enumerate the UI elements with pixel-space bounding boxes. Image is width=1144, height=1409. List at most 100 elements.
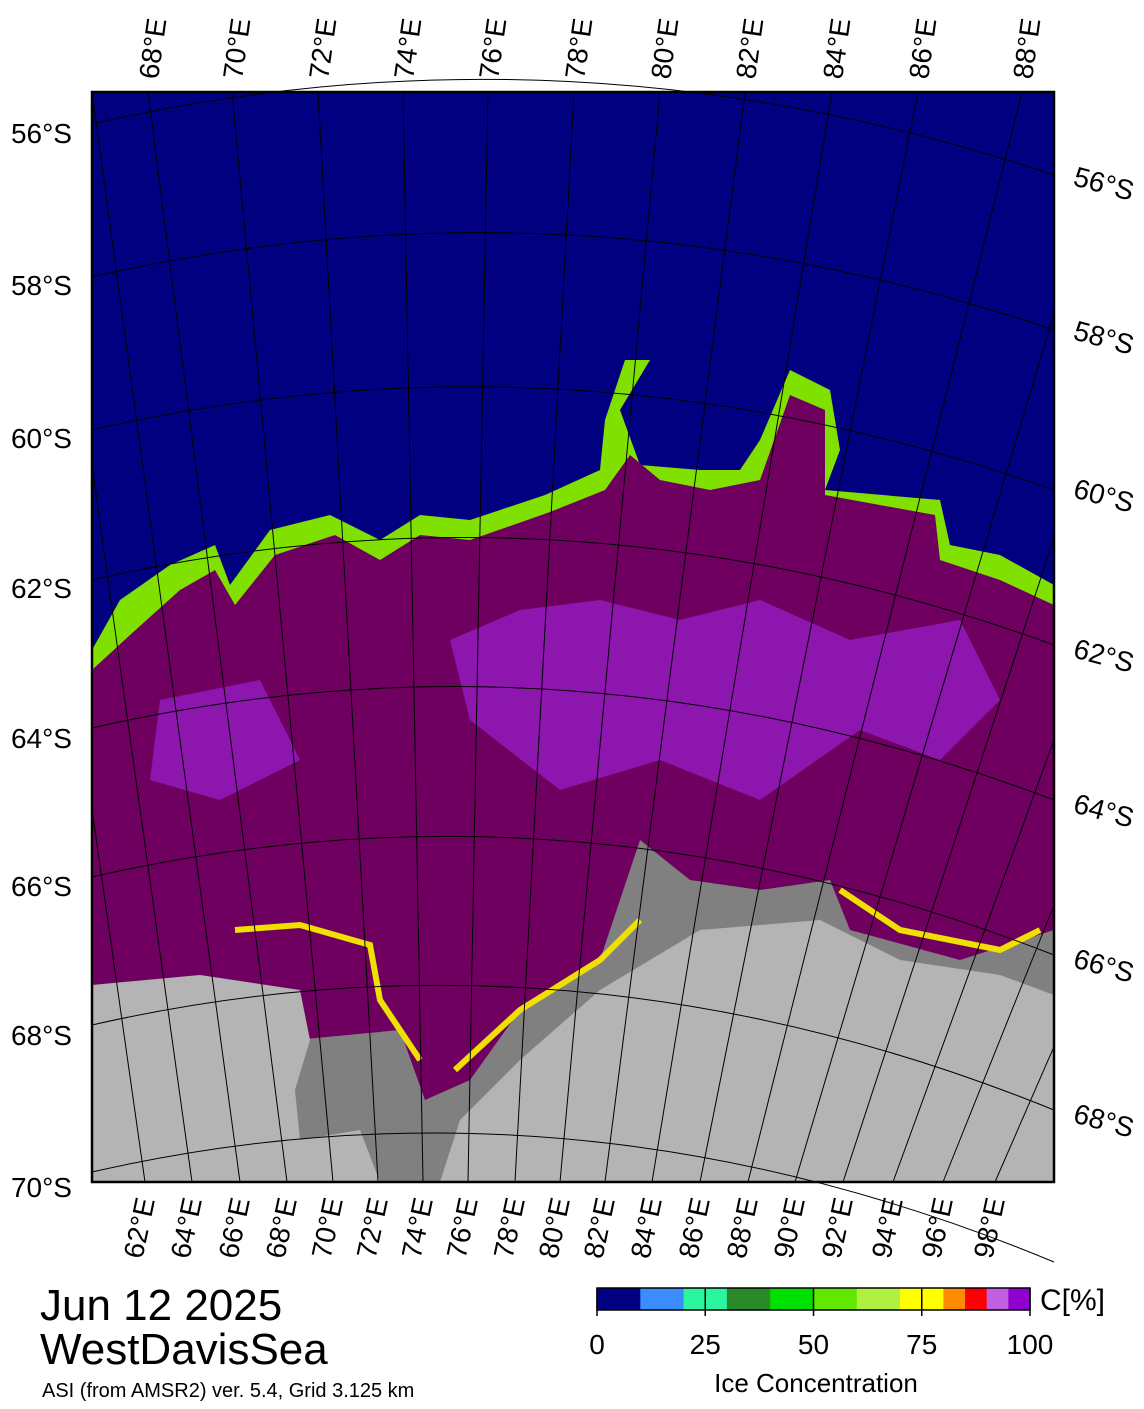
colorbar-segment <box>597 1288 641 1310</box>
colorbar-unit: C[%] <box>1040 1284 1105 1317</box>
colorbar-segment <box>986 1288 1009 1310</box>
coordinate-label: 62°S <box>11 573 72 604</box>
coordinate-label: 94°E <box>866 1195 909 1261</box>
coordinate-label: 80°E <box>645 16 684 81</box>
colorbar-segment <box>1008 1288 1031 1310</box>
meridian <box>842 537 1055 1183</box>
coordinate-label: 76°E <box>473 16 512 81</box>
colorbar: 0 25 50 75 100 <box>589 1287 1054 1360</box>
meridian <box>651 91 833 1183</box>
graticule <box>91 78 1055 1263</box>
meridian <box>402 91 424 1183</box>
coordinate-label: 66°S <box>11 871 72 902</box>
meridian <box>559 91 661 1183</box>
colorbar-tick-label: 75 <box>906 1329 937 1360</box>
land <box>92 920 1054 1182</box>
meridian <box>942 904 1055 1183</box>
colorbar-title: Ice Concentration <box>714 1368 918 1398</box>
colorbar-segment <box>813 1288 858 1310</box>
meridian <box>747 91 1023 1183</box>
meridian <box>794 313 1055 1183</box>
coordinate-label: 88°E <box>1007 16 1046 81</box>
colorbar-tick-label: 50 <box>798 1329 829 1360</box>
parallel <box>91 686 1055 801</box>
coordinate-label: 66°S <box>1070 943 1137 989</box>
colorbar-tick-label: 25 <box>690 1329 721 1360</box>
coordinate-label: 68°E <box>133 16 172 81</box>
coordinate-label: 60°S <box>11 423 72 454</box>
coordinate-label: 86°E <box>903 16 942 81</box>
meridian <box>231 91 334 1183</box>
parallel <box>91 386 1055 491</box>
parallel <box>91 232 1055 331</box>
meridian <box>604 91 746 1183</box>
coordinate-label: 86°E <box>673 1195 716 1261</box>
coordinate-label: 74°E <box>388 16 427 81</box>
coordinate-label: 76°E <box>441 1195 484 1261</box>
colorbar-tick-label: 0 <box>589 1329 605 1360</box>
coordinate-label: 68°S <box>11 1020 72 1051</box>
coordinate-label: 82°E <box>730 16 769 81</box>
coordinate-label: 56°S <box>11 118 72 149</box>
colorbar-tick-label: 100 <box>1007 1329 1054 1360</box>
coordinate-label: 68°E <box>260 1195 303 1261</box>
meridian <box>892 739 1055 1183</box>
colorbar-segment <box>943 1288 966 1310</box>
colorbar-segment <box>770 1288 814 1310</box>
coordinate-label: 70°S <box>11 1172 72 1203</box>
coordinate-label: 72°E <box>303 16 342 81</box>
meridian <box>147 91 288 1183</box>
coordinate-label: 90°E <box>768 1195 811 1261</box>
coordinate-label: 88°E <box>721 1195 764 1261</box>
date: Jun 12 2025 <box>40 1281 282 1330</box>
coordinate-label: 72°E <box>351 1195 394 1261</box>
coordinate-label: 64°S <box>11 723 72 754</box>
coordinate-label: 58°S <box>1070 315 1137 361</box>
parallel <box>91 1132 1055 1263</box>
coordinate-label: 84°E <box>817 16 856 81</box>
coordinate-label: 78°E <box>559 16 598 81</box>
coordinate-label: 98°E <box>968 1195 1011 1261</box>
meridian <box>699 91 919 1183</box>
coordinate-label: 74°E <box>396 1195 439 1261</box>
parallel <box>91 835 1055 956</box>
coordinate-label: 84°E <box>625 1195 668 1261</box>
coordinate-label: 62°S <box>1070 633 1137 679</box>
colorbar-segment <box>640 1288 685 1310</box>
coordinate-label: 64°S <box>1070 788 1137 834</box>
ice-patches <box>150 600 1000 800</box>
parallel <box>91 537 1055 646</box>
coordinate-label: 62°E <box>118 1195 161 1261</box>
coordinate-label: 58°S <box>11 270 72 301</box>
parallel <box>91 78 1055 176</box>
meridian <box>317 91 379 1183</box>
coordinate-label: 92°E <box>816 1195 859 1261</box>
coordinate-label: 66°E <box>213 1195 256 1261</box>
coordinate-label: 96°E <box>916 1195 959 1261</box>
coastal-ice <box>234 887 1042 1073</box>
colorbar-segment <box>856 1288 901 1310</box>
coordinate-label: 70°E <box>217 16 256 81</box>
coordinate-label: 60°S <box>1070 473 1137 519</box>
colorbar-segment <box>965 1288 988 1310</box>
coordinate-label: 78°E <box>488 1195 531 1261</box>
map-frame <box>90 90 1056 1184</box>
region: WestDavisSea <box>40 1325 328 1374</box>
coordinate-label: 64°E <box>165 1195 208 1261</box>
meridian <box>467 91 489 1183</box>
source: ASI (from AMSR2) ver. 5.4, Grid 3.125 km <box>42 1380 414 1402</box>
coordinate-label: 70°E <box>306 1195 349 1261</box>
colorbar-segment <box>726 1288 771 1310</box>
coordinate-label: 56°S <box>1070 161 1137 207</box>
meridian <box>994 1046 1055 1183</box>
meridian <box>91 91 241 1183</box>
map-area <box>90 78 1056 1263</box>
meridian <box>514 91 575 1183</box>
meridian <box>91 464 193 1183</box>
parallel <box>91 984 1055 1111</box>
coordinate-label: 68°S <box>1070 1098 1137 1144</box>
meridian <box>91 809 146 1183</box>
coordinate-label: 80°E <box>533 1195 576 1261</box>
coordinate-label: 82°E <box>578 1195 621 1261</box>
